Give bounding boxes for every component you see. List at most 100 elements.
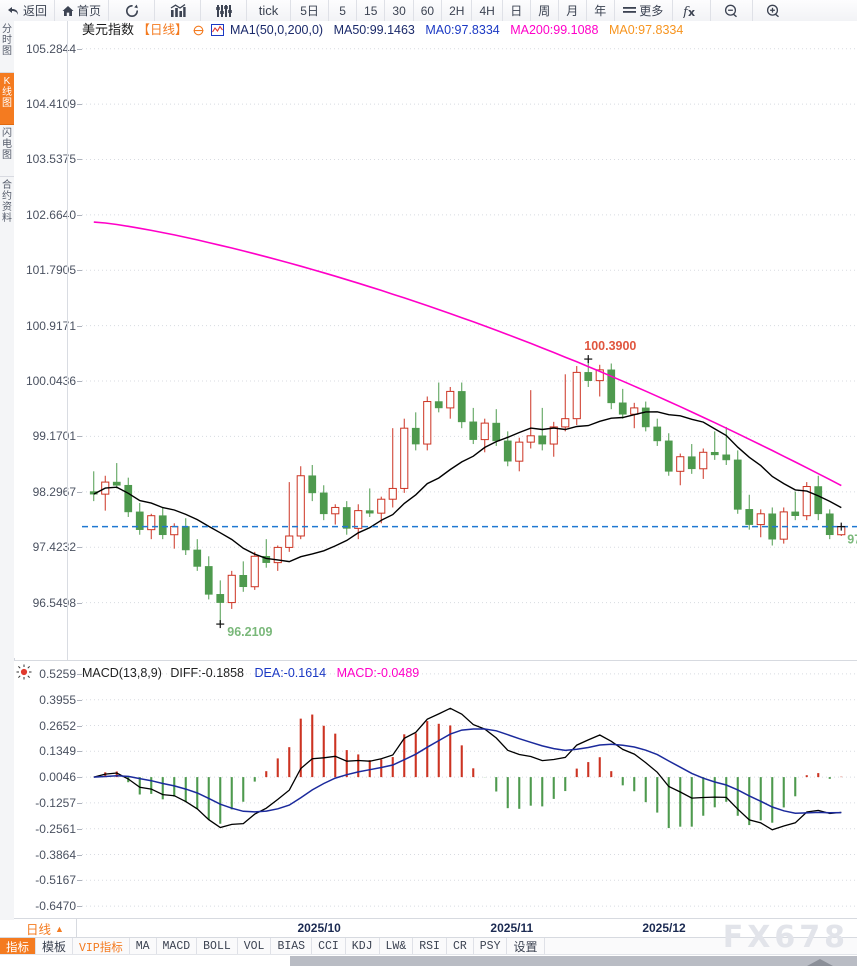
legend-symbol: 美元指数	[82, 22, 134, 37]
last-price-annotation: 97.7479	[847, 533, 857, 547]
home-icon	[62, 5, 74, 17]
chart-type-button[interactable]	[155, 0, 201, 21]
back-button-label: 返回	[23, 2, 47, 19]
back-button[interactable]: 返回	[0, 0, 55, 21]
period-15-button[interactable]: 15	[357, 0, 385, 21]
ma-indicator-icon[interactable]	[211, 24, 224, 39]
tab-cr[interactable]: CR	[447, 938, 474, 955]
x-axis-tick-label: 2025/12	[642, 921, 685, 935]
tab-psy[interactable]: PSY	[474, 938, 508, 955]
y-axis-tick: 99.1701	[33, 429, 76, 443]
macd-plot-area[interactable]	[82, 661, 857, 919]
macd-svg	[82, 661, 857, 919]
period-30-button[interactable]: 30	[385, 0, 413, 21]
price-legend: 美元指数 【日线】 MA1(50,0,200,0) MA50:99.1463 M…	[82, 19, 683, 39]
period-week-button[interactable]: 周	[531, 0, 559, 21]
ma200-line	[94, 222, 842, 486]
y-axis-tick: -0.6470	[35, 899, 76, 913]
y-axis-tick: 0.2652	[39, 719, 76, 733]
indicator-button[interactable]	[201, 0, 247, 21]
y-axis-tick: 98.2967	[33, 485, 76, 499]
tab-vip-indicator[interactable]: VIP指标	[73, 938, 130, 955]
tab-boll[interactable]: BOLL	[197, 938, 238, 955]
home-button-label: 首页	[77, 2, 101, 19]
y-axis-tick: -0.2561	[35, 822, 76, 836]
y-axis-tick: 0.3955	[39, 693, 76, 707]
y-axis-tick: 0.0046	[39, 770, 76, 784]
sidebar-tab-timeline[interactable]: 分时图	[0, 21, 14, 73]
y-axis-tick: 96.5498	[33, 596, 76, 610]
tab-settings[interactable]: 设置	[507, 938, 544, 955]
y-axis-tick: -0.1257	[35, 796, 76, 810]
more-button[interactable]: 更多	[615, 0, 673, 21]
crosshair-toggle-icon[interactable]	[193, 25, 204, 39]
tab-template[interactable]: 模板	[36, 938, 73, 955]
legend-ma50: MA50:99.1463	[334, 23, 415, 37]
refresh-button[interactable]	[109, 0, 155, 21]
tick-button[interactable]: tick	[247, 0, 291, 21]
scrollbar-thumb[interactable]	[290, 956, 857, 966]
zoom-out-icon	[724, 4, 739, 18]
watermark: FX678	[723, 920, 849, 955]
y-axis-tick: -0.5167	[35, 873, 76, 887]
period-5d-button[interactable]: 5日	[291, 0, 329, 21]
tab-lw[interactable]: LW&	[380, 938, 414, 955]
legend-ma0-orange: MA0:97.8334	[609, 23, 683, 37]
y-axis-tick: 101.7905	[26, 263, 76, 277]
period-day-button[interactable]: 日	[503, 0, 531, 21]
tab-ma[interactable]: MA	[130, 938, 157, 955]
left-tab-strip: 分时图 K线图 闪电图 合约资料	[0, 21, 15, 920]
bar-chart-icon	[170, 4, 186, 18]
sidebar-tab-timeline-label: 分时图	[0, 24, 14, 57]
zoom-out-button[interactable]	[711, 0, 753, 21]
macd-legend-diff: DIFF:-0.1858	[170, 666, 244, 680]
macd-legend-title: MACD(13,8,9)	[82, 666, 162, 680]
period-4h-button[interactable]: 4H	[472, 0, 502, 21]
home-button[interactable]: 首页	[55, 0, 109, 21]
sidebar-tab-contract[interactable]: 合约资料	[0, 177, 14, 241]
tab-kdj[interactable]: KDJ	[346, 938, 380, 955]
period-60-button[interactable]: 60	[414, 0, 442, 21]
tab-indicator[interactable]: 指标	[0, 938, 36, 955]
y-axis-tick: 102.6640	[26, 208, 76, 222]
tab-vol[interactable]: VOL	[238, 938, 272, 955]
sidebar-tab-lightning-label: 闪电图	[0, 128, 14, 161]
macd-legend-dea: DEA:-0.1614	[255, 666, 327, 680]
svg-text:x: x	[688, 6, 695, 18]
refresh-icon	[125, 4, 139, 18]
period-year-button[interactable]: 年	[587, 0, 615, 21]
sidebar-tab-kline[interactable]: K线图	[0, 73, 14, 125]
back-arrow-icon	[7, 5, 20, 17]
macd-settings-icon[interactable]	[16, 664, 32, 680]
zoom-in-button[interactable]	[753, 0, 795, 21]
period-month-button[interactable]: 月	[559, 0, 587, 21]
tab-bias[interactable]: BIAS	[271, 938, 312, 955]
horizontal-scrollbar[interactable]	[0, 954, 857, 967]
x-axis-tick-label: 2025/10	[297, 921, 340, 935]
y-axis-tick: 0.1349	[39, 744, 76, 758]
high-price-annotation: 100.3900	[584, 339, 636, 353]
tab-cci[interactable]: CCI	[312, 938, 346, 955]
toolbar-spacer	[795, 0, 857, 21]
tab-rsi[interactable]: RSI	[413, 938, 447, 955]
macd-legend-macd: MACD:-0.0489	[337, 666, 420, 680]
period-2h-button[interactable]: 2H	[442, 0, 472, 21]
period-5-button[interactable]: 5	[329, 0, 357, 21]
y-axis-tick: 103.5375	[26, 152, 76, 166]
tab-macd[interactable]: MACD	[157, 938, 198, 955]
legend-period: 【日线】	[138, 23, 188, 37]
legend-ma0-blue: MA0:97.8334	[425, 23, 499, 37]
macd-legend: MACD(13,8,9) DIFF:-0.1858 DEA:-0.1614 MA…	[82, 666, 419, 680]
y-axis-tick: 100.9171	[26, 319, 76, 333]
period-selector[interactable]: 日线 ▲	[14, 919, 77, 938]
sidebar-tab-lightning[interactable]: 闪电图	[0, 125, 14, 177]
